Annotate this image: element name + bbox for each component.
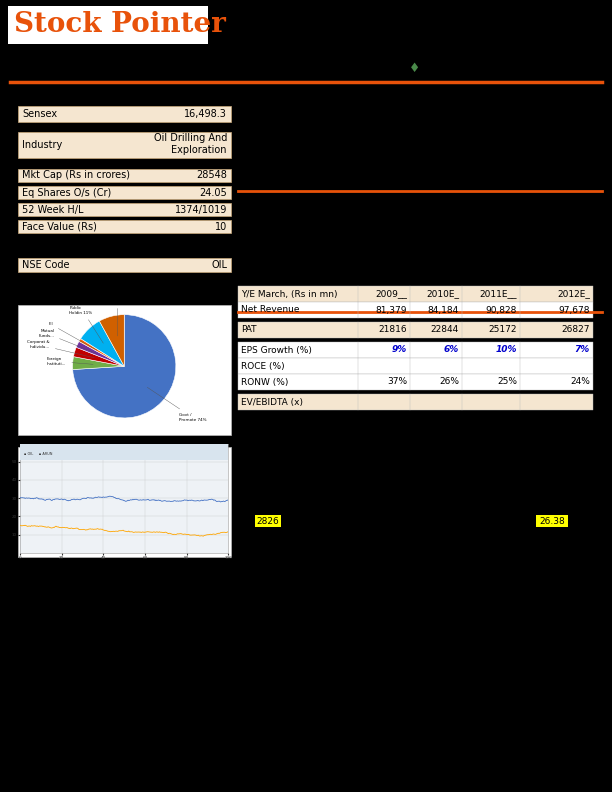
Text: Others
Public
Holdin 11%: Others Public Holdin 11%: [69, 301, 103, 343]
Text: EV/EBIDTA (x): EV/EBIDTA (x): [241, 398, 303, 406]
Text: 24.05: 24.05: [200, 188, 227, 197]
Text: Govt /
Promote 74%: Govt / Promote 74%: [147, 387, 206, 422]
Text: 52 Week H/L: 52 Week H/L: [22, 204, 83, 215]
Bar: [20, 444, 228, 460]
Wedge shape: [76, 341, 124, 366]
Text: 2826: 2826: [256, 516, 279, 526]
Text: 84,184: 84,184: [428, 306, 459, 314]
Text: Net Revenue: Net Revenue: [241, 306, 299, 314]
Bar: [18, 203, 231, 216]
Text: 25%: 25%: [497, 378, 517, 386]
Bar: [18, 186, 231, 199]
Wedge shape: [99, 314, 124, 366]
Text: 9%: 9%: [392, 345, 407, 355]
Bar: [238, 374, 593, 390]
Text: 90,828: 90,828: [486, 306, 517, 314]
Text: 26%: 26%: [439, 378, 459, 386]
Bar: [255, 515, 281, 527]
Text: Domestic
Public
Holdin 11%: Domestic Public Holdin 11%: [106, 290, 129, 336]
Text: Face Value (Rs): Face Value (Rs): [22, 222, 97, 231]
Text: 97,678: 97,678: [559, 306, 590, 314]
Text: ▪ OIL     ▪ ARUN: ▪ OIL ▪ ARUN: [24, 451, 53, 455]
Text: FII: FII: [48, 322, 97, 351]
Bar: [8, 6, 208, 44]
Text: Foreign
Instituti...: Foreign Instituti...: [47, 357, 93, 366]
Title: Shareholding Pattern: Shareholding Pattern: [78, 293, 171, 302]
Text: RONW (%): RONW (%): [241, 378, 288, 386]
Text: 16,498.3: 16,498.3: [184, 109, 227, 119]
Text: ♦: ♦: [409, 63, 420, 75]
Text: ROCE (%): ROCE (%): [241, 361, 285, 371]
Bar: [18, 220, 231, 233]
Bar: [18, 305, 231, 435]
Bar: [238, 394, 593, 410]
Text: 7%: 7%: [575, 345, 590, 355]
Text: 26.38: 26.38: [539, 516, 565, 526]
Wedge shape: [79, 339, 124, 366]
Text: EPS Growth (%): EPS Growth (%): [241, 345, 312, 355]
Text: 25172: 25172: [488, 326, 517, 334]
Wedge shape: [73, 347, 124, 366]
Text: 2011E__: 2011E__: [479, 290, 517, 299]
Text: Sensex: Sensex: [22, 109, 57, 119]
Text: NSE Code: NSE Code: [22, 260, 70, 270]
Text: 10%: 10%: [496, 345, 517, 355]
Text: Oil Drilling And: Oil Drilling And: [154, 133, 227, 143]
Text: Industry: Industry: [22, 140, 62, 150]
Bar: [238, 302, 593, 318]
Text: 6%: 6%: [444, 345, 459, 355]
Text: 81,379: 81,379: [376, 306, 407, 314]
Bar: [18, 169, 231, 182]
Bar: [238, 322, 593, 338]
Text: 22844: 22844: [431, 326, 459, 334]
Text: 28548: 28548: [196, 170, 227, 181]
Text: Mutual
Funds...: Mutual Funds...: [39, 329, 96, 353]
Bar: [18, 447, 231, 557]
Text: 21816: 21816: [378, 326, 407, 334]
Bar: [18, 258, 231, 272]
Bar: [238, 342, 593, 358]
Bar: [18, 106, 231, 122]
Text: Exploration: Exploration: [171, 145, 227, 155]
Bar: [238, 286, 593, 302]
Text: Mkt Cap (Rs in crores): Mkt Cap (Rs in crores): [22, 170, 130, 181]
Wedge shape: [73, 356, 124, 370]
Text: Y/E March, (Rs in mn): Y/E March, (Rs in mn): [241, 290, 337, 299]
Bar: [536, 515, 567, 527]
Bar: [238, 358, 593, 374]
Text: 26827: 26827: [561, 326, 590, 334]
Text: 10: 10: [215, 222, 227, 231]
Text: 37%: 37%: [387, 378, 407, 386]
Text: 24%: 24%: [570, 378, 590, 386]
Text: OIL: OIL: [211, 260, 227, 270]
Text: 2012E_: 2012E_: [557, 290, 590, 299]
Text: Eq Shares O/s (Cr): Eq Shares O/s (Cr): [22, 188, 111, 197]
Wedge shape: [81, 321, 124, 366]
Text: 1374/1019: 1374/1019: [174, 204, 227, 215]
Wedge shape: [73, 314, 176, 418]
Text: 2010E_: 2010E_: [426, 290, 459, 299]
Bar: [18, 132, 231, 158]
Text: Stock Pointer: Stock Pointer: [14, 12, 226, 39]
Text: Corporat &
Individu...: Corporat & Individu...: [27, 341, 94, 358]
Text: PAT: PAT: [241, 326, 256, 334]
Text: 2009__: 2009__: [375, 290, 407, 299]
